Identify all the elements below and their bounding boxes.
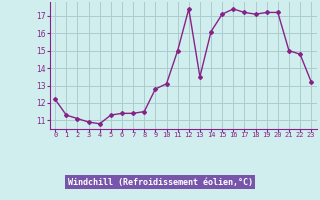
Text: Windchill (Refroidissement éolien,°C): Windchill (Refroidissement éolien,°C)	[68, 178, 252, 186]
